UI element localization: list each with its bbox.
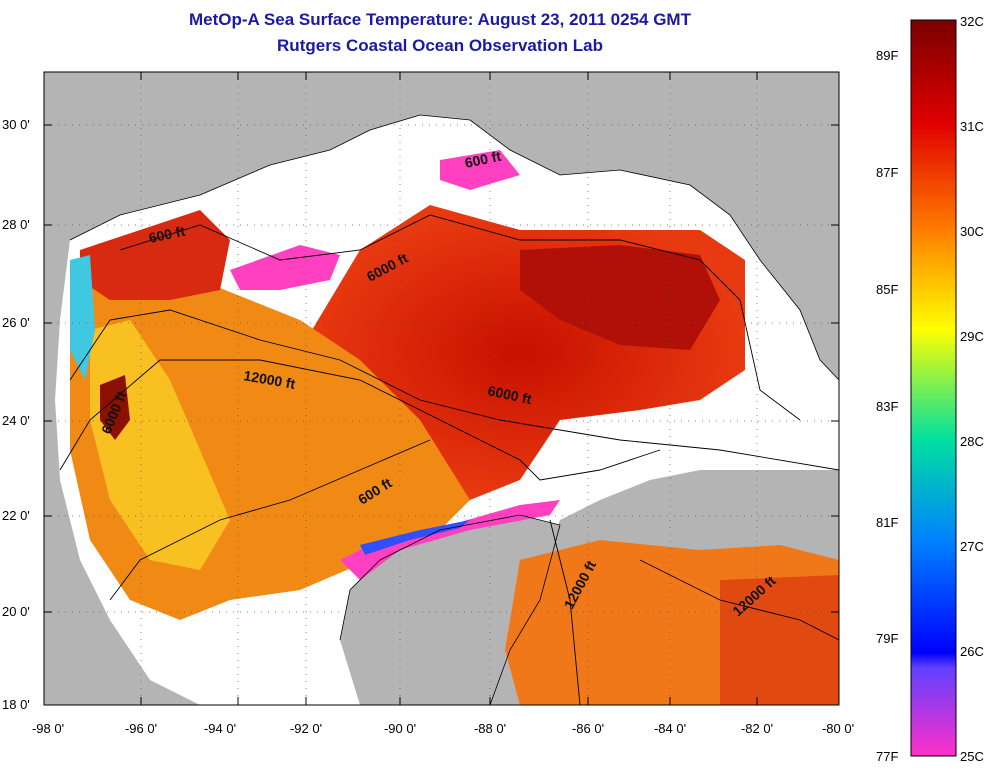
colorbar-c-label: 25C <box>960 749 984 764</box>
coastline <box>69 114 839 381</box>
lon-tick-label: -84 0' <box>654 721 686 736</box>
lat-tick-label: 28 0' <box>2 217 30 232</box>
colorbar: 32C 31C 30C 29C 28C 27C 26C 25C 89F 87F … <box>876 14 984 764</box>
cuba-land <box>600 470 839 515</box>
colorbar-scale <box>910 19 957 757</box>
colorbar-f-label: 77F <box>876 749 898 764</box>
lat-tick-label: 24 0' <box>2 413 30 428</box>
colorbar-c-label: 27C <box>960 539 984 554</box>
lon-tick-label: -96 0' <box>125 721 157 736</box>
bathymetry-contours <box>59 214 839 705</box>
colorbar-f-label: 83F <box>876 399 898 414</box>
lat-tick-label: 22 0' <box>2 508 30 523</box>
map-subtitle: Rutgers Coastal Ocean Observation Lab <box>277 36 603 55</box>
contour-label: 600 ft <box>147 223 186 246</box>
lon-tick-label: -94 0' <box>204 721 236 736</box>
map-frame <box>43 71 840 706</box>
lat-tick-label: 26 0' <box>2 315 30 330</box>
lat-tick-label: 18 0' <box>2 697 30 712</box>
yucatan-coast <box>339 514 561 705</box>
contour-label: 600 ft <box>463 148 502 171</box>
lon-tick-label: -90 0' <box>384 721 416 736</box>
lon-tick-label: -92 0' <box>290 721 322 736</box>
colorbar-c-label: 30C <box>960 224 984 239</box>
colorbar-c-label: 26C <box>960 644 984 659</box>
map-title: MetOp-A Sea Surface Temperature: August … <box>189 10 691 29</box>
sst-blue-front <box>360 520 470 555</box>
colorbar-c-label: 31C <box>960 119 984 134</box>
graticule <box>44 72 839 705</box>
colorbar-f-label: 79F <box>876 631 898 646</box>
lat-tick-labels: 30 0' 28 0' 26 0' 24 0' 22 0' 20 0' 18 0… <box>2 117 30 712</box>
lat-tick-label: 30 0' <box>2 117 30 132</box>
sst-east-red <box>720 575 839 705</box>
colorbar-f-label: 89F <box>876 48 898 63</box>
sst-magenta-northeast <box>440 150 520 190</box>
lon-tick-label: -88 0' <box>474 721 506 736</box>
colorbar-c-label: 29C <box>960 329 984 344</box>
lon-tick-label: -80 0' <box>822 721 854 736</box>
lon-tick-label: -98 0' <box>32 721 64 736</box>
colorbar-f-label: 81F <box>876 515 898 530</box>
frame-ticks <box>44 72 839 705</box>
colorbar-c-label: 32C <box>960 14 984 29</box>
sst-northwest-red <box>80 210 230 300</box>
sst-cool-front <box>340 500 560 580</box>
lat-tick-label: 20 0' <box>2 604 30 619</box>
lon-tick-labels: -98 0' -96 0' -94 0' -92 0' -90 0' -88 0… <box>32 721 854 736</box>
sst-cyan-west <box>70 255 95 380</box>
lon-tick-label: -82 0' <box>741 721 773 736</box>
yucatan-land <box>340 515 560 705</box>
sst-hot-core <box>520 245 720 350</box>
florida-land <box>740 72 839 320</box>
lon-tick-label: -86 0' <box>572 721 604 736</box>
colorbar-f-label: 87F <box>876 165 898 180</box>
colorbar-f-label: 85F <box>876 282 898 297</box>
sst-west-hot-patch <box>100 375 130 440</box>
colorbar-c-label: 28C <box>960 434 984 449</box>
